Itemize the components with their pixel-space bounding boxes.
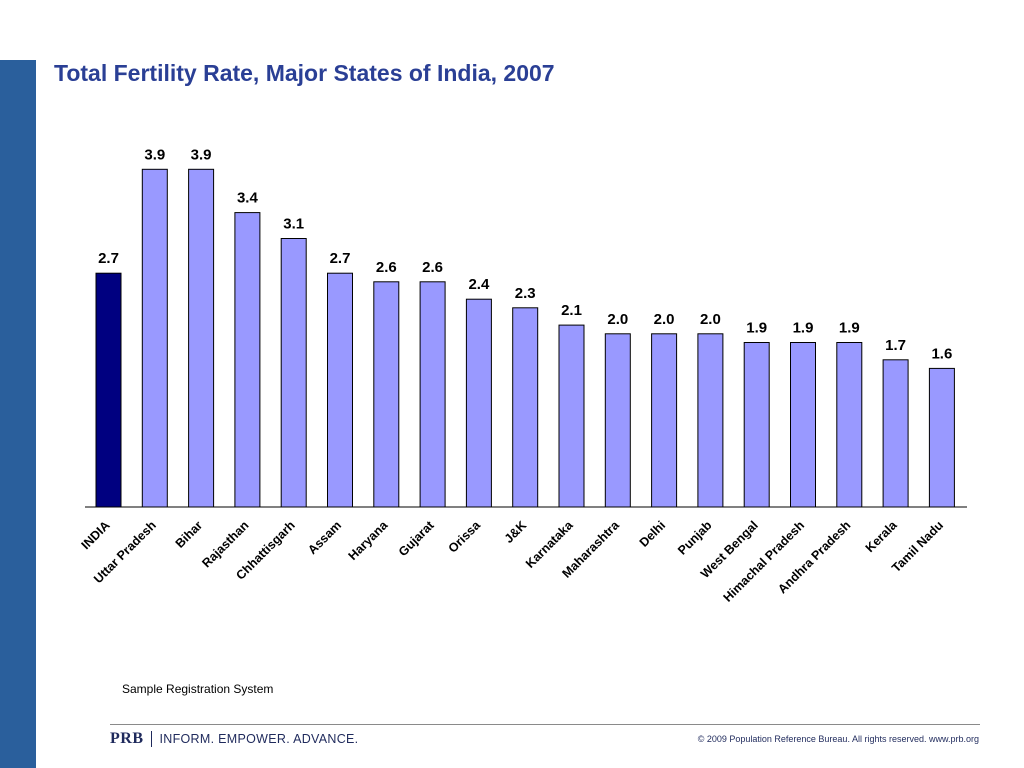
bar-rajasthan: [234, 212, 261, 508]
bar-india: [95, 272, 122, 508]
value-label-rajasthan: 3.4: [237, 190, 259, 207]
category-label-orissa: Orissa: [446, 517, 484, 555]
side-accent-bar: [0, 60, 36, 768]
value-label-karnataka: 2.1: [561, 302, 582, 319]
category-label-haryana: Haryana: [346, 517, 392, 563]
footer-divider: [110, 724, 980, 725]
value-label-uttar-pradesh: 3.9: [144, 146, 165, 163]
category-label-punjab: Punjab: [675, 518, 715, 558]
bar-jandk: [512, 307, 539, 508]
bar-chhattisgarh: [280, 238, 307, 508]
value-label-jandk: 2.3: [515, 285, 536, 302]
value-label-kerala: 1.7: [885, 337, 906, 354]
chart-title: Total Fertility Rate, Major States of In…: [54, 60, 555, 86]
bar-karnataka: [558, 324, 585, 508]
category-label-himachal-pradesh: Himachal Pradesh: [721, 518, 808, 605]
category-label-jandk: J&K: [502, 518, 530, 546]
value-label-punjab: 2.0: [700, 311, 721, 328]
category-label-india: INDIA: [79, 518, 113, 552]
bar-west-bengal: [743, 342, 770, 508]
value-label-gujarat: 2.6: [422, 259, 443, 276]
value-label-haryana: 2.6: [376, 259, 397, 276]
value-label-himachal-pradesh: 1.9: [793, 320, 814, 337]
copyright-notice: © 2009 Population Reference Bureau. All …: [697, 734, 979, 744]
bar-himachal-pradesh: [790, 342, 816, 508]
bar-haryana: [373, 281, 400, 508]
category-label-kerala: Kerala: [863, 517, 901, 555]
value-label-maharashtra: 2.0: [607, 311, 628, 328]
category-label-delhi: Delhi: [637, 518, 669, 550]
brand-separator: [150, 731, 152, 747]
bar-tamil-nadu: [928, 367, 955, 508]
value-label-bihar: 3.9: [191, 146, 212, 163]
footer-brand: PRB INFORM. EMPOWER. ADVANCE.: [110, 729, 358, 749]
bar-punjab: [697, 333, 724, 508]
category-label-bihar: Bihar: [173, 518, 206, 551]
bar-maharashtra: [604, 333, 631, 508]
prb-logo: PRB: [110, 730, 144, 747]
brand-tagline: INFORM. EMPOWER. ADVANCE.: [159, 732, 359, 746]
bar-bihar: [188, 168, 215, 508]
value-label-india: 2.7: [98, 250, 119, 267]
value-label-chhattisgarh: 3.1: [283, 216, 304, 233]
bars-layer: [95, 168, 955, 508]
value-label-delhi: 2.0: [654, 311, 675, 328]
bar-assam: [327, 272, 353, 508]
value-label-assam: 2.7: [330, 250, 351, 267]
source-note: Sample Registration System: [122, 682, 274, 696]
value-labels-layer: 2.7 3.9 3.9 3.4 3.1 2.7 2.6 2.6 2.4 2.3 2.1 2.0 2.0 2…: [98, 146, 952, 362]
bar-delhi: [651, 333, 678, 508]
value-label-orissa: 2.4: [468, 276, 490, 293]
value-label-west-bengal: 1.9: [746, 320, 767, 337]
bar-uttar-pradesh: [141, 168, 168, 508]
bar-orissa: [465, 298, 492, 508]
bar-andhra-pradesh: [836, 342, 863, 508]
value-label-tamil-nadu: 1.6: [931, 345, 952, 362]
bar-gujarat: [419, 281, 446, 508]
bar-kerala: [882, 359, 909, 508]
value-label-andhra-pradesh: 1.9: [839, 320, 860, 337]
category-label-gujarat: Gujarat: [396, 518, 437, 559]
category-label-assam: Assam: [305, 518, 344, 557]
